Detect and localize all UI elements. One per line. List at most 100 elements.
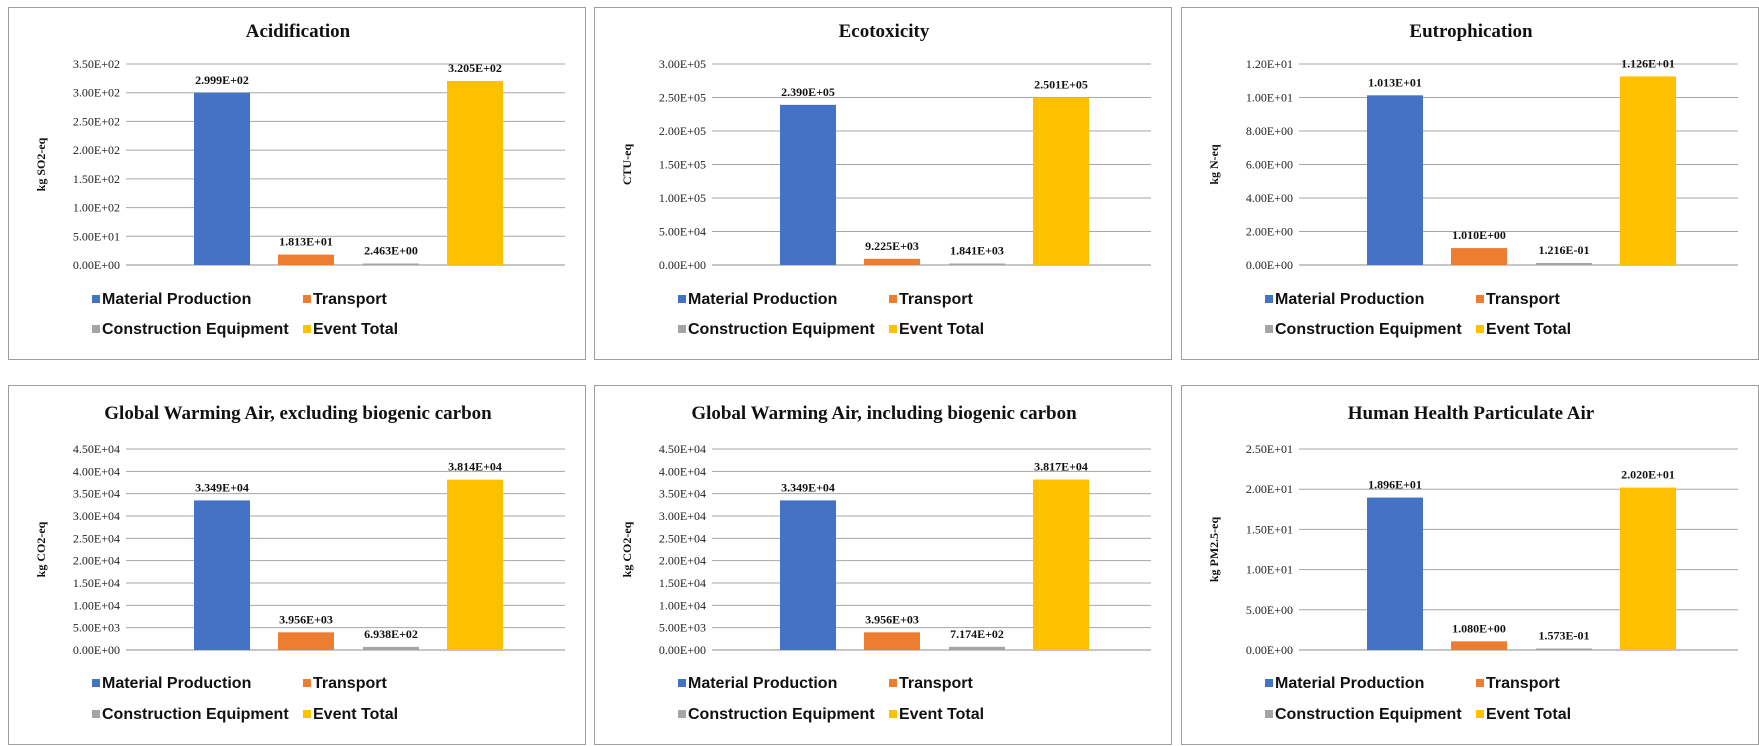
legend-label: Transport: [313, 291, 387, 308]
y-tick-label: 2.50E+04: [659, 531, 706, 545]
y-axis-label: kg CO2-eq: [620, 521, 634, 577]
bar-3: [363, 263, 419, 265]
y-tick-label: 2.00E+04: [659, 554, 706, 568]
legend-label: Construction Equipment: [688, 321, 875, 338]
y-tick-label: 6.00E+00: [1246, 158, 1293, 172]
y-tick-label: 2.00E+02: [73, 143, 120, 157]
bar-4: [1033, 479, 1089, 650]
y-tick-label: 1.50E+05: [659, 158, 706, 172]
legend-label: Construction Equipment: [102, 706, 289, 723]
data-label: 1.013E+01: [1368, 75, 1422, 89]
bar-2: [278, 254, 334, 265]
chart-title: Global Warming Air, including biogenic c…: [691, 403, 1077, 424]
y-tick-label: 4.00E+04: [73, 464, 120, 478]
bar-1: [780, 104, 836, 266]
chart-svg: Global Warming Air, excluding biogenic c…: [34, 403, 565, 723]
bar-3: [949, 646, 1005, 650]
bar-4: [1620, 487, 1676, 650]
y-tick-label: 0.00E+00: [659, 643, 706, 657]
data-label: 3.817E+04: [1034, 460, 1088, 474]
y-tick-label: 4.50E+04: [659, 442, 706, 456]
legend-label: Transport: [1486, 675, 1560, 692]
data-label: 3.205E+02: [448, 61, 502, 75]
y-tick-label: 2.00E+04: [73, 554, 120, 568]
y-tick-label: 1.00E+01: [1246, 91, 1293, 105]
y-tick-label: 0.00E+00: [659, 258, 706, 272]
chart-svg: Human Health Particulate Air 0.00E+00 5.00…: [1207, 403, 1738, 723]
legend-swatch: [1476, 325, 1484, 333]
y-tick-label: 5.00E+03: [659, 621, 706, 635]
y-axis-label: kg N-eq: [1207, 144, 1221, 185]
y-tick-label: 3.50E+04: [659, 487, 706, 501]
data-label: 9.225E+03: [865, 239, 919, 253]
chart-panel-human-health-particulate: Human Health Particulate Air 0.00E+00 5.00…: [1181, 385, 1759, 745]
bar-2: [278, 632, 334, 650]
bar-2: [1451, 641, 1507, 650]
legend-label: Material Production: [1275, 291, 1424, 308]
legend-label: Material Production: [688, 675, 837, 692]
data-label: 7.174E+02: [950, 627, 1004, 641]
data-label: 2.020E+01: [1621, 468, 1675, 482]
legend-label: Event Total: [313, 321, 398, 338]
data-label: 1.126E+01: [1621, 56, 1675, 70]
y-tick-label: 2.00E+01: [1246, 482, 1293, 496]
y-axis-label: kg CO2-eq: [34, 521, 48, 577]
y-tick-label: 0.00E+00: [1246, 643, 1293, 657]
chart-svg: Global Warming Air, including biogenic c…: [620, 403, 1151, 723]
data-label: 2.390E+05: [781, 85, 835, 99]
data-label: 1.813E+01: [279, 235, 333, 249]
y-tick-label: 1.00E+05: [659, 191, 706, 205]
data-label: 2.999E+02: [195, 73, 249, 87]
legend-swatch: [889, 679, 897, 687]
data-label: 3.956E+03: [865, 612, 919, 626]
bar-1: [1367, 95, 1423, 265]
y-tick-label: 5.00E+04: [659, 225, 706, 239]
bar-1: [1367, 497, 1423, 650]
y-tick-label: 1.00E+04: [73, 598, 120, 612]
y-tick-label: 1.00E+01: [1246, 563, 1293, 577]
data-label: 1.216E-01: [1539, 243, 1590, 257]
y-tick-label: 3.00E+02: [73, 86, 120, 100]
chart-panel-global-warming-excl-biogenic: Global Warming Air, excluding biogenic c…: [8, 385, 586, 745]
chart-panel-global-warming-incl-biogenic: Global Warming Air, including biogenic c…: [594, 385, 1172, 745]
y-tick-label: 3.50E+02: [73, 57, 120, 71]
legend-label: Material Production: [1275, 675, 1424, 692]
y-tick-label: 5.00E+03: [73, 621, 120, 635]
legend-label: Transport: [313, 675, 387, 692]
legend-swatch: [678, 295, 686, 303]
legend-swatch: [678, 679, 686, 687]
y-tick-label: 0.00E+00: [73, 258, 120, 272]
chart-title: Acidification: [246, 21, 351, 42]
legend-swatch: [1265, 710, 1273, 718]
legend-swatch: [1476, 295, 1484, 303]
y-axis-label: kg SO2-eq: [34, 137, 48, 191]
data-label: 6.938E+02: [364, 627, 418, 641]
legend-label: Event Total: [899, 706, 984, 723]
chart-title: Global Warming Air, excluding biogenic c…: [104, 403, 492, 424]
bar-1: [780, 500, 836, 650]
y-tick-label: 4.00E+00: [1246, 191, 1293, 205]
bar-4: [447, 80, 503, 265]
legend-label: Construction Equipment: [102, 321, 289, 338]
legend-swatch: [303, 710, 311, 718]
y-tick-label: 3.50E+04: [73, 487, 120, 501]
y-tick-label: 5.00E+00: [1246, 603, 1293, 617]
y-tick-label: 1.00E+04: [659, 598, 706, 612]
legend-label: Material Production: [102, 675, 251, 692]
y-tick-label: 4.50E+04: [73, 442, 120, 456]
chart-title: Human Health Particulate Air: [1348, 403, 1595, 424]
data-label: 2.463E+00: [364, 244, 418, 258]
chart-panel-ecotoxicity: Ecotoxicity 0.00E+00 5.00E+04 1.00E+05 1.50E…: [594, 7, 1172, 360]
y-tick-label: 3.00E+04: [73, 509, 120, 523]
y-tick-label: 1.20E+01: [1246, 57, 1293, 71]
y-tick-label: 4.00E+04: [659, 464, 706, 478]
data-label: 3.956E+03: [279, 612, 333, 626]
bar-1: [194, 500, 250, 650]
y-tick-label: 1.50E+04: [73, 576, 120, 590]
data-label: 1.896E+01: [1368, 478, 1422, 492]
legend-label: Construction Equipment: [688, 706, 875, 723]
y-tick-label: 1.50E+01: [1246, 522, 1293, 536]
data-label: 1.573E-01: [1539, 629, 1590, 643]
y-tick-label: 3.00E+05: [659, 57, 706, 71]
bar-2: [1451, 248, 1507, 265]
